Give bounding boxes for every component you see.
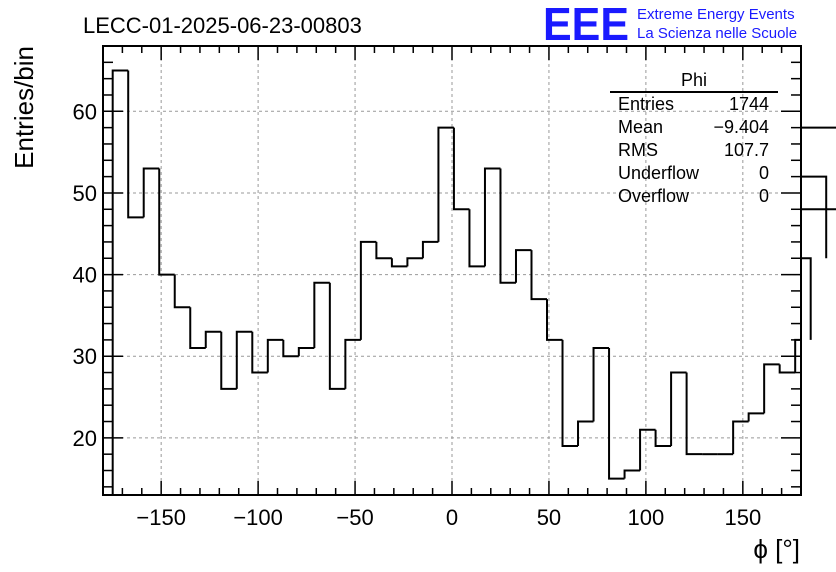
histogram-bin [546,299,563,341]
histogram-bin [390,258,408,268]
x-tick-label: −150 [136,505,186,530]
stats-rows: Entries 1744 Mean −9.404 RMS 107.7 Underflow 0 O… [618,94,769,206]
histogram-bin [173,274,191,309]
histogram-bin [158,168,175,276]
histogram-bin [483,167,501,267]
grid-lines [103,46,801,495]
stats-row-value: 0 [759,186,769,206]
stats-box: Phi Entries 1744 Mean −9.404 RMS 107.7 Underfl… [610,70,778,206]
x-tick-label: 150 [724,505,761,530]
axis-ticks [102,45,802,495]
histogram-bin [204,330,222,349]
histogram-bin [282,339,299,358]
stats-row-value: 107.7 [724,140,769,160]
histogram-bin [577,420,594,447]
logo-line-2: La Scienza nelle Scuole [637,25,797,42]
histogram-bin [127,70,144,219]
histogram-bin [530,250,548,301]
stats-row-label: RMS [618,140,658,160]
chart-title: LECC-01-2025-06-23-00803 [83,13,362,38]
stats-row-value: −9.404 [713,117,769,137]
histogram-bin [344,338,361,389]
stats-row-value: 1744 [729,94,769,114]
histogram-bin [468,209,485,268]
histogram-bin [313,281,330,349]
x-tick-label: 50 [537,505,561,530]
histogram-bin [297,347,315,357]
tick-labels: −150 −100 −50 0 50 100 150 20 30 40 50 60 [73,99,762,530]
histogram-bin [685,372,703,456]
histogram-bin [801,126,836,129]
histogram-bin [639,428,656,471]
histogram-bin [359,240,377,340]
histogram-bin [189,307,206,350]
y-tick-label: 50 [73,181,97,206]
stats-row-label: Mean [618,117,663,137]
histogram-bin [747,412,765,422]
stats-row-label: Overflow [618,186,690,206]
histogram-bin [732,420,749,455]
histogram-bin [111,69,129,495]
y-axis-title: Entries/bin [9,46,39,169]
stats-row-label: Underflow [618,163,700,183]
histogram-bin [623,469,641,479]
histogram-bin [778,364,796,374]
y-tick-label: 20 [73,426,97,451]
logo-line-1: Extreme Energy Events [637,6,795,23]
x-tick-label: 0 [446,505,458,530]
histogram-bin [328,282,346,390]
x-axis-title: ϕ [°] [753,534,800,564]
histogram-bin [251,331,268,374]
histogram-bin [592,347,610,422]
histogram-bin [801,208,836,211]
histogram-bin [561,339,579,448]
x-tick-label: −50 [336,505,373,530]
histogram-bin [499,168,516,284]
histogram-bin [452,127,470,211]
histogram-bin [801,175,828,259]
logo: EEE Extreme Energy Events La Scienza nel… [543,0,797,50]
histogram-bin [266,338,284,373]
y-tick-label: 30 [73,344,97,369]
histogram-bin [608,348,625,480]
histogram-bin [375,241,392,260]
x-tick-label: −100 [233,505,283,530]
stats-row-label: Entries [618,94,674,114]
histogram-bin [437,126,454,242]
histogram-bin [670,371,687,447]
y-tick-label: 40 [73,263,97,288]
histogram-bins [111,69,836,495]
stats-title: Phi [681,70,707,90]
histogram-bin [235,330,253,389]
histogram-bin [142,167,160,218]
histogram-bin [801,257,812,340]
logo-mark: EEE [543,0,629,50]
histogram-bin [763,363,780,414]
histogram-bin [654,429,672,448]
histogram-bin [406,257,423,267]
histogram-bin [220,331,237,390]
histogram-bin [421,240,439,259]
histogram-bin [514,249,532,283]
y-tick-label: 60 [73,99,97,124]
stats-row-value: 0 [759,163,769,183]
x-tick-label: 100 [628,505,665,530]
